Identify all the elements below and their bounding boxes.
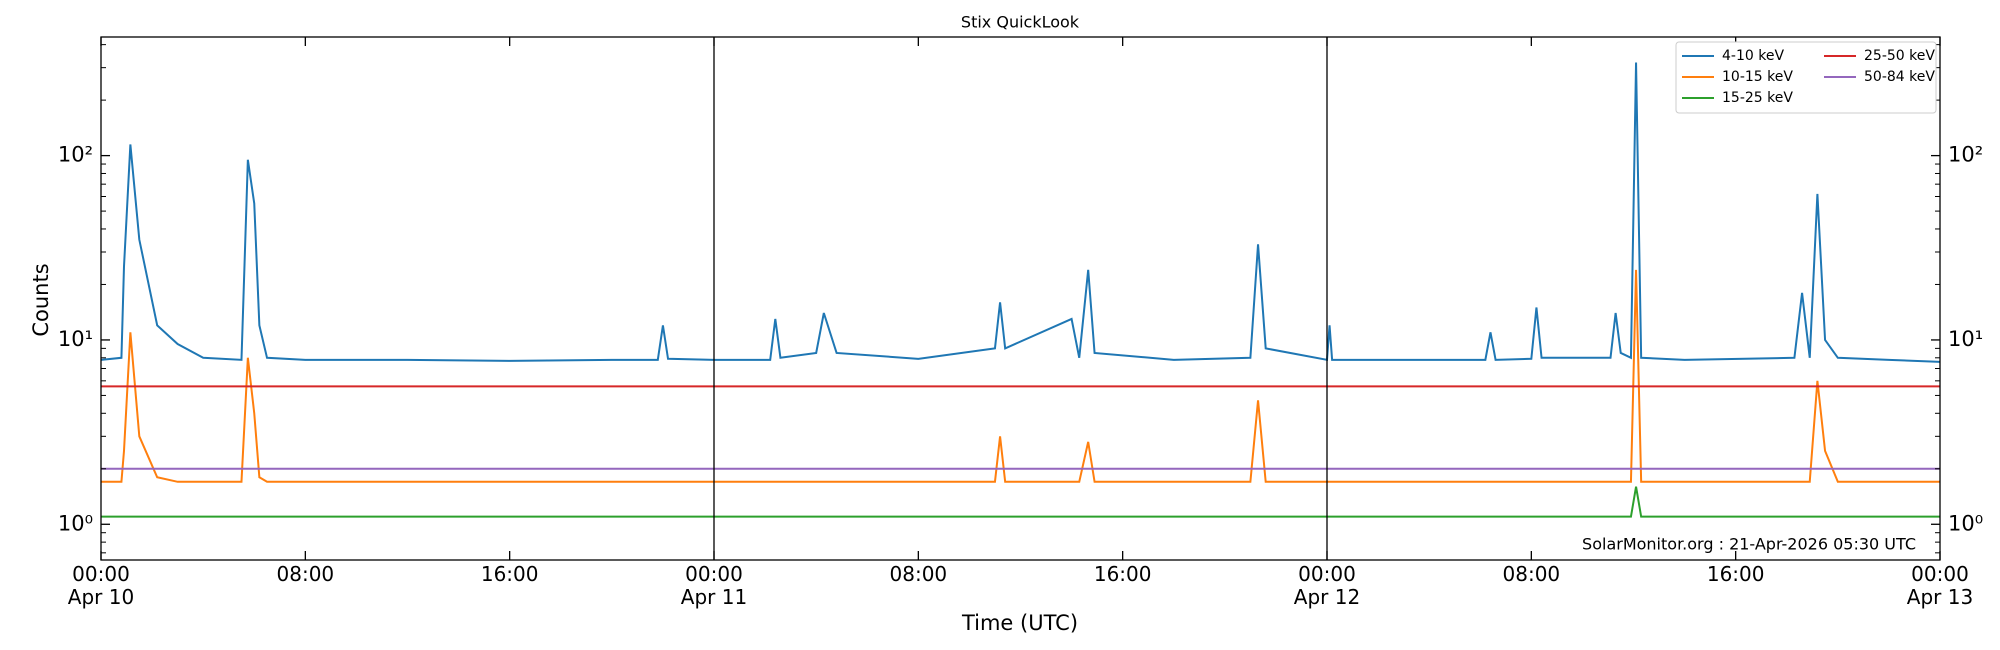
x-axis-label: Time (UTC) [961,611,1078,635]
y-tick-label-right: 10¹ [1948,327,1983,351]
x-tick-label: 00:00 Apr 12 [1294,562,1360,609]
y-tick-label-right: 10⁰ [1948,511,1983,535]
series-line [101,269,1940,483]
x-tick-label: 16:00 [1094,562,1152,586]
series-group [101,62,1940,518]
legend-label: 15-25 keV [1722,90,1793,106]
legend-label: 25-50 keV [1864,48,1935,64]
series-line [101,62,1940,363]
legend-label: 10-15 keV [1722,69,1793,85]
x-tick-label: 16:00 [1707,562,1765,586]
x-tick-label: 08:00 [277,562,335,586]
x-tick-label: 00:00 Apr 10 [68,562,134,609]
x-tick-label: 08:00 [1503,562,1561,586]
y-axis-label: Counts [29,263,53,336]
chart-title: Stix QuickLook [961,13,1080,32]
y-tick-label: 10¹ [58,327,93,351]
legend-label: 50-84 keV [1864,69,1935,85]
y-tick-label-right: 10² [1948,143,1983,167]
x-tick-label: 00:00 Apr 13 [1907,562,1973,609]
y-tick-label: 10⁰ [58,511,93,535]
y-tick-label: 10² [58,143,93,167]
legend-box [1675,41,1937,114]
plot-frame [100,36,1941,561]
legend-label: 4-10 keV [1722,48,1784,64]
series-line [101,486,1940,518]
x-tick-label: 08:00 [890,562,948,586]
annotation: SolarMonitor.org : 21-Apr-2026 05:30 UTC [1582,535,1916,554]
x-tick-label: 16:00 [481,562,539,586]
x-tick-label: 00:00 Apr 11 [681,562,747,609]
